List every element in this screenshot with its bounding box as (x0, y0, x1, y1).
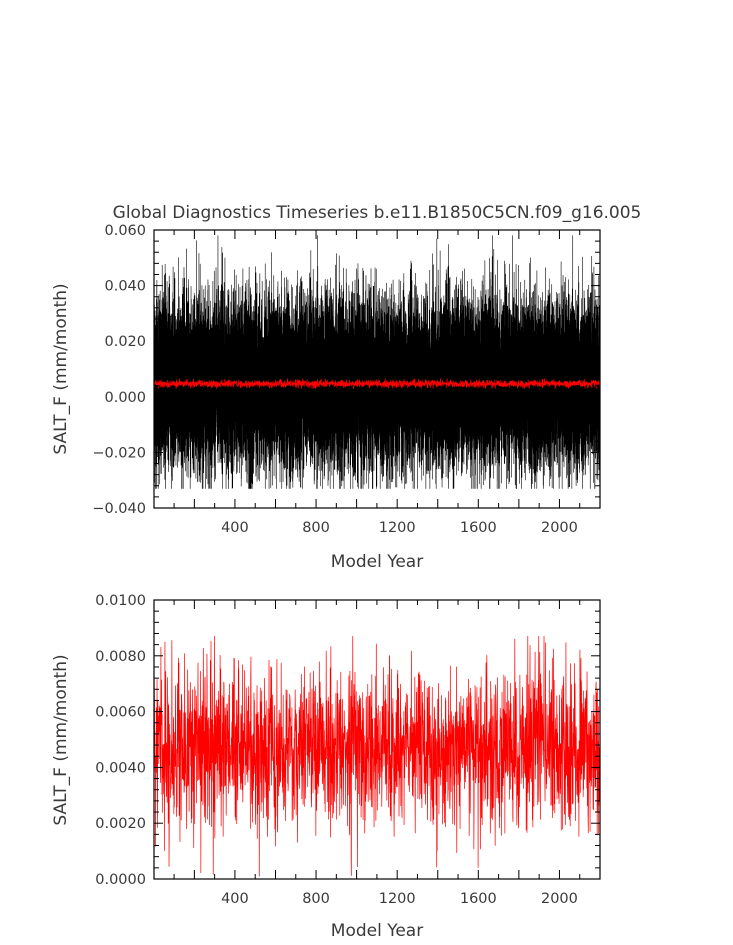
x-tick-label: 2000 (541, 520, 578, 536)
y-tick-label: 0.0060 (95, 705, 146, 721)
y-tick-label: 0.000 (104, 390, 146, 406)
series-line-annual (154, 635, 600, 877)
x-tick-label: 1600 (460, 520, 497, 536)
x-axis-label: Model Year (331, 921, 423, 941)
plot-area (154, 635, 600, 877)
x-tick-label: 800 (302, 891, 330, 907)
axis-ticks: 0.0000 0.0020 0.0040 0.0060 0.0080 0.0100 400 8… (95, 593, 601, 907)
panel-salt-flux-annual: 0.0000 0.0020 0.0040 0.0060 0.0080 0.0100 400 8… (51, 593, 601, 941)
x-tick-label: 1600 (460, 891, 497, 907)
x-tick-label: 2000 (541, 891, 578, 907)
y-axis-label: SALT_F (mm/month) (51, 283, 71, 454)
x-tick-label: 1200 (379, 520, 416, 536)
y-tick-label: 0.0040 (95, 760, 146, 776)
y-tick-label: 0.0000 (95, 872, 146, 888)
y-axis-label: SALT_F (mm/month) (51, 654, 71, 825)
y-tick-label: −0.020 (92, 445, 146, 461)
y-tick-label: 0.0020 (95, 816, 146, 832)
chart-title: Global Diagnostics Timeseries b.e11.B185… (113, 203, 642, 223)
y-tick-label: 0.0100 (95, 593, 146, 609)
x-tick-label: 400 (221, 891, 249, 907)
x-axis-label: Model Year (331, 552, 423, 572)
y-tick-label: 0.040 (104, 279, 146, 295)
axis-ticks: −0.040 −0.020 0.000 0.020 0.040 0.060 400 800 12… (92, 223, 601, 536)
series-line-annual (154, 378, 600, 389)
y-tick-label: −0.040 (92, 501, 146, 517)
y-tick-label: 0.020 (104, 334, 146, 350)
y-tick-label: 0.0080 (95, 649, 146, 665)
x-tick-label: 1200 (379, 891, 416, 907)
panel-salt-flux-monthly: Global Diagnostics Timeseries b.e11.B185… (51, 203, 641, 572)
series-line-monthly (154, 235, 600, 489)
x-tick-label: 800 (302, 520, 330, 536)
y-tick-label: 0.060 (104, 223, 146, 239)
plot-area (154, 235, 600, 489)
x-tick-label: 400 (221, 520, 249, 536)
